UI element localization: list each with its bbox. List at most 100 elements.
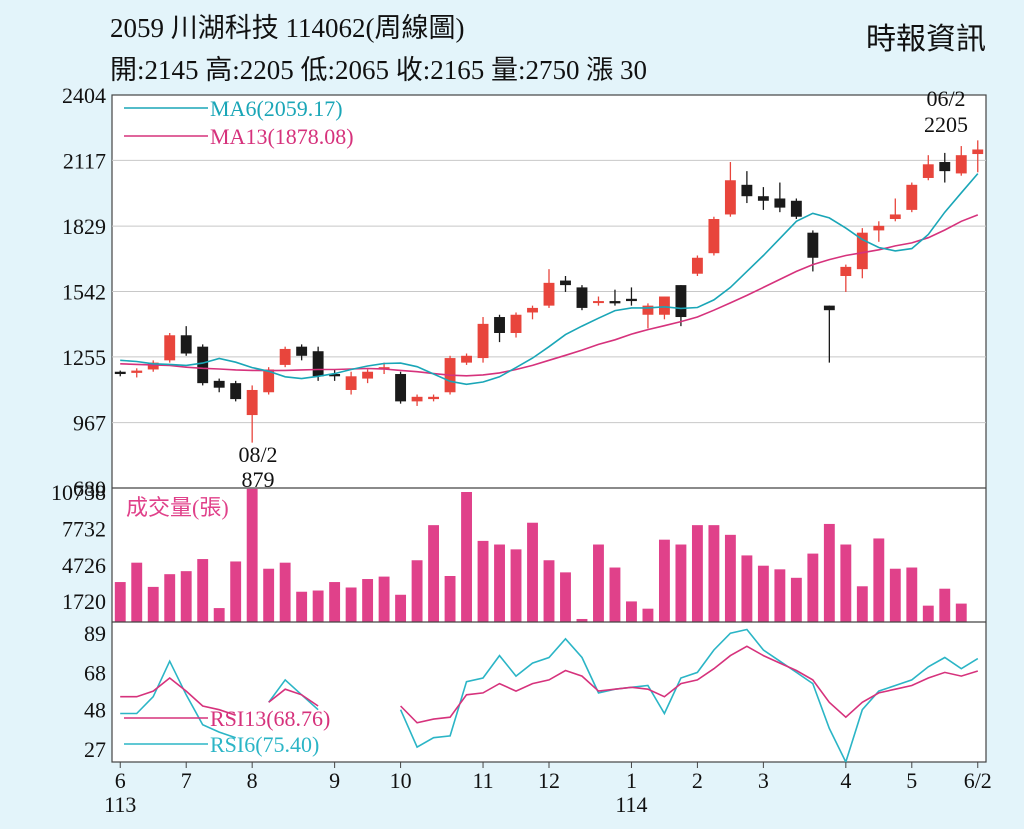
volume-tick-label: 7732 [62,516,106,541]
volume-bar [411,560,423,622]
candle [527,305,538,320]
price-tick-label: 680 [73,476,106,501]
candle-body [691,257,703,274]
candle [494,314,505,343]
candle [543,269,555,308]
volume-bar [345,587,357,622]
volume-tick-label: 4726 [62,553,106,578]
x-tick-label: 9 [329,768,340,793]
price-tick-label: 1829 [62,214,106,239]
candle-body [329,374,341,377]
volume-panel: 10738 7732 4726 1720 成交量(張) [51,480,967,622]
x-tick-label: 1 [626,768,637,793]
x-tick-label: 3 [758,768,769,793]
candle-body [312,351,324,377]
ma6-line [120,173,979,386]
volume-bar [939,588,951,622]
low-annotation-date: 08/2 [238,442,277,467]
candle [906,182,918,213]
rsi-tick-label: 68 [84,660,106,685]
candle-body [790,200,802,217]
volume-bar [395,594,407,622]
candle-body [873,225,885,231]
candle-body [856,232,868,270]
candle-body [461,355,472,363]
volume-bar [510,549,522,622]
volume-bar [757,565,769,622]
volume-bar [246,488,258,622]
rsi-tick-label: 27 [84,737,106,762]
candle [312,346,324,381]
volume-bar [593,544,604,622]
volume-tick-label: 10738 [51,480,106,505]
candle [329,369,341,381]
candle [873,221,885,242]
candle-body [230,383,242,400]
volume-bar [626,601,637,622]
candle-body [626,298,637,302]
ma6-legend-label: MA6(2059.17) [210,96,343,121]
candle-body [510,314,522,333]
candle-body [955,155,967,174]
volume-bar [329,582,341,622]
rsi13-legend-label: RSI13(68.76) [210,706,330,731]
x-tick-label: 5 [906,768,917,793]
volume-bar [856,586,868,622]
volume-bar [312,590,324,622]
candle [279,346,291,368]
volume-bar [296,591,308,622]
candle-body [131,370,143,373]
volume-bar [741,555,753,622]
candle [131,368,143,378]
candle-body [180,335,192,354]
candle [724,162,736,217]
volume-bar [873,538,885,622]
x-year-label: 113 [104,792,136,817]
candle-body [362,371,374,379]
volume-bar [461,492,472,622]
volume-bar [642,608,654,622]
candle-body [593,301,604,304]
volume-bar [840,544,852,622]
chart-title: 2059 川湖科技 114062(周線圖) [110,13,465,43]
candle-body [543,282,555,306]
candle-body [263,369,275,393]
candle-body [708,219,720,254]
price-summary: 開:2145 高:2205 低:2065 收:2165 量:2750 漲 30 [110,55,648,85]
candle [197,344,209,386]
volume-bar [114,582,126,622]
price-tick-label: 1542 [62,280,106,305]
candle-body [428,396,440,400]
candle-body [922,164,934,178]
rsi-tick-label: 48 [84,698,106,723]
candle-body [576,287,588,308]
candle-body [675,285,687,318]
volume-bar [774,569,786,622]
candle [560,275,571,292]
volume-bar [378,576,390,622]
high-annotation-value: 2205 [924,112,968,137]
price-tick-label: 2117 [63,148,106,173]
candle-body [527,307,538,313]
candle [428,394,440,402]
candle [955,146,967,176]
candle [972,140,984,173]
volume-bar [906,567,918,622]
volume-bar [213,608,225,622]
candle-body [774,198,786,208]
candle-body [741,184,753,197]
candle [774,182,786,213]
candle [362,369,374,384]
candle-body [147,362,159,370]
candle-body [279,348,291,365]
volume-bar [955,603,967,622]
candle [889,198,901,222]
x-year-label: 114 [615,792,647,817]
candle-body [114,371,126,375]
candle-body [494,317,505,333]
candle-body [395,374,407,402]
candle-body [642,305,654,315]
candle [147,360,159,372]
